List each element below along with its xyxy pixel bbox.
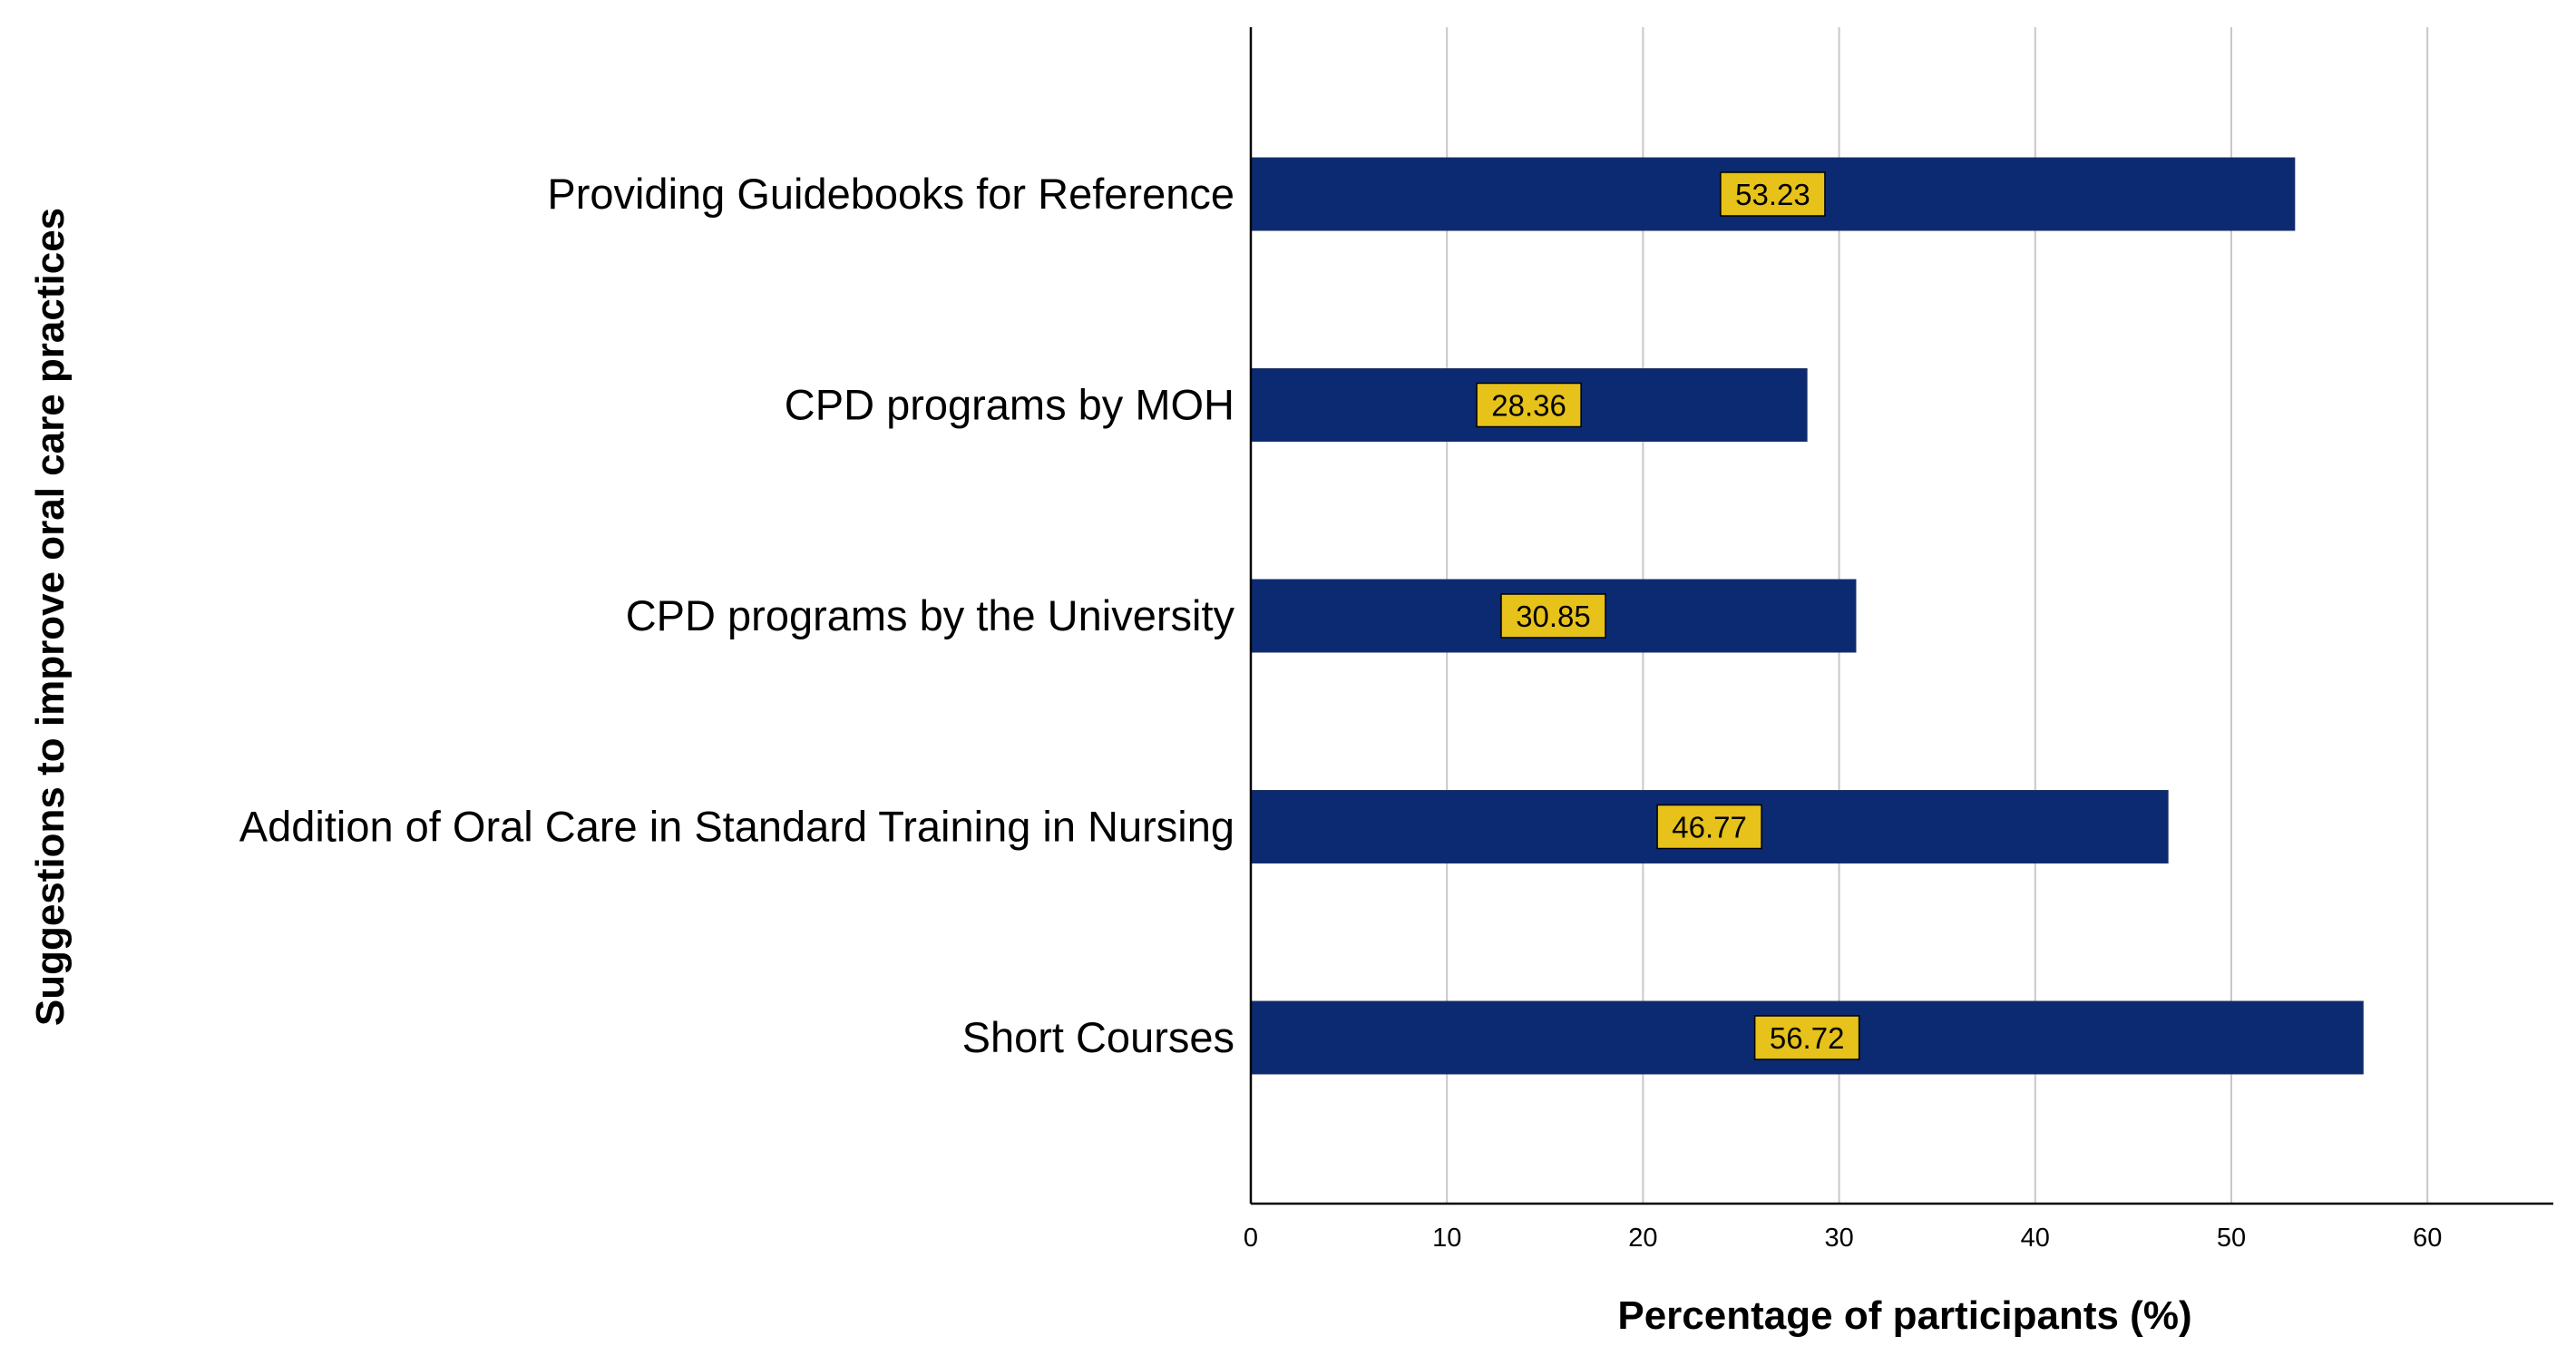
y-axis-title: Suggestions to improve oral care practic… [28, 208, 73, 1026]
category-label: Addition of Oral Care in Standard Traini… [239, 803, 1234, 851]
bars [1250, 157, 2364, 1075]
data-label: 53.23 [1735, 178, 1810, 211]
category-labels: Providing Guidebooks for Reference CPD pr… [239, 170, 1235, 1061]
x-tick-labels: 0 10 20 30 40 50 60 [1244, 1224, 2442, 1253]
x-tick-label: 60 [2413, 1224, 2442, 1253]
data-labels: 53.23 28.36 30.85 46.77 56.72 [1476, 171, 1860, 1060]
data-label-box [1720, 171, 1826, 217]
category-label: CPD programs by the University [626, 591, 1235, 639]
x-tick-label: 0 [1244, 1224, 1258, 1253]
category-label: Providing Guidebooks for Reference [547, 170, 1234, 218]
data-label: 46.77 [1672, 811, 1747, 844]
data-label-box [1500, 593, 1606, 639]
x-axis-title: Percentage of participants (%) [1617, 1293, 2191, 1338]
bar [1250, 157, 2296, 231]
data-label-box [1476, 382, 1582, 428]
x-tick-label: 50 [2217, 1224, 2246, 1253]
data-label: 30.85 [1516, 600, 1591, 633]
data-label: 56.72 [1770, 1021, 1845, 1055]
data-label-box [1753, 1015, 1860, 1060]
axes [1249, 27, 2553, 1205]
x-tick-label: 10 [1432, 1224, 1461, 1253]
x-tick-label: 40 [2021, 1224, 2050, 1253]
data-label-box [1656, 804, 1762, 850]
x-tick-label: 30 [1824, 1224, 1853, 1253]
category-label: CPD programs by MOH [785, 381, 1234, 429]
x-tick-label: 20 [1628, 1224, 1657, 1253]
category-label: Short Courses [962, 1013, 1234, 1061]
data-label: 28.36 [1491, 389, 1566, 423]
